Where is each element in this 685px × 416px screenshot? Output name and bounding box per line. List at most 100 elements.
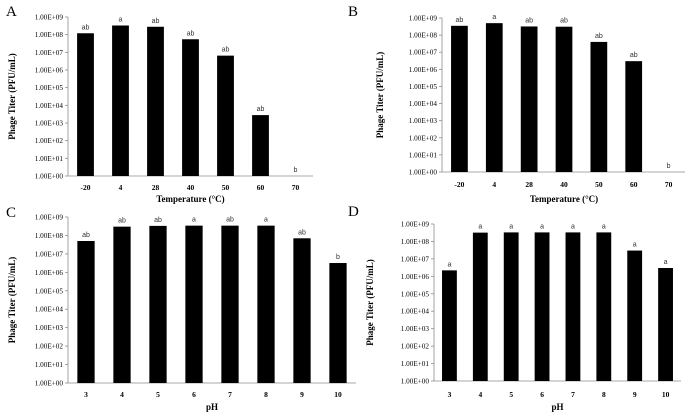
x-tick-label: 6 (192, 390, 196, 399)
bar (451, 25, 468, 173)
bar (627, 250, 643, 381)
bar (221, 225, 239, 383)
significance-label: ab (82, 24, 90, 31)
y-tick-label: 1.00E+02 (401, 343, 430, 351)
y-tick-label: 1.00E+06 (35, 67, 64, 75)
bar (590, 41, 608, 173)
y-tick-label: 1.00E+05 (35, 287, 64, 295)
significance-label: a (509, 223, 513, 230)
significance-label: ab (118, 218, 126, 225)
chart-panel-d: D 1.00E+00 1.00E+01 1.00E+02 1.00E+03 1.00E+0… (348, 204, 681, 412)
bar (520, 26, 538, 172)
bar (293, 238, 311, 383)
x-tick-label: 60 (630, 180, 638, 189)
x-tick-label: 6 (540, 390, 544, 399)
y-tick-label: 1.00E+07 (35, 250, 64, 258)
x-tick-label: 8 (264, 390, 268, 399)
significance-label: a (664, 259, 668, 266)
y-tick-label: 1.00E+01 (409, 151, 438, 159)
significance-label: a (264, 217, 268, 224)
bar (442, 270, 457, 381)
panel-letter: B (348, 4, 358, 20)
x-tick-label: 9 (300, 390, 304, 399)
y-tick-label: 1.00E+07 (35, 49, 64, 57)
x-tick-label: 7 (228, 390, 232, 399)
significance-label: a (540, 223, 544, 230)
significance-label: ab (525, 17, 533, 24)
x-tick-label: 5 (156, 390, 160, 399)
y-tick-label: 1.00E+01 (401, 360, 430, 368)
y-tick-label: 1.00E+07 (409, 49, 438, 57)
x-axis-title: Temperature (°C) (156, 194, 224, 204)
x-tick-label: 40 (187, 183, 195, 192)
bar (112, 25, 129, 176)
bar (77, 240, 95, 383)
significance-label: ab (222, 47, 230, 54)
y-tick-label: 1.00E+01 (35, 361, 64, 369)
chart-panel-a: A 1.00E+00 1.00E+01 1.00E+02 1.00E+03 1.00E+0… (6, 4, 313, 204)
significance-label: b (336, 254, 340, 261)
significance-label: a (478, 224, 482, 231)
bar (257, 225, 275, 383)
bar (217, 55, 234, 176)
significance-label: ab (560, 18, 568, 25)
y-tick-label: 1.00E+05 (409, 83, 438, 91)
significance-label: ab (298, 229, 306, 236)
x-tick-label: 4 (120, 390, 124, 399)
bar (472, 232, 488, 381)
y-tick-label: 1.00E+04 (409, 100, 438, 108)
x-tick-label: 3 (448, 390, 452, 399)
y-tick-label: 1.00E+09 (401, 221, 430, 229)
significance-label: a (492, 14, 496, 21)
y-axis-title: Phage Titer (PFU/mL) (375, 52, 385, 139)
y-axis-title: Phage Titer (PFU/mL) (7, 53, 17, 140)
bar (77, 33, 94, 177)
y-tick-label: 1.00E+08 (35, 232, 64, 240)
y-tick-label: 1.00E+04 (401, 308, 430, 316)
y-tick-label: 1.00E+00 (401, 378, 430, 386)
significance-label: a (633, 242, 637, 249)
bar (252, 115, 269, 176)
x-tick-label: 70 (665, 180, 673, 189)
x-tick-label: 10 (334, 390, 342, 399)
significance-label: ab (630, 52, 638, 59)
y-tick-label: 1.00E+00 (409, 169, 438, 177)
bar (625, 61, 643, 172)
x-tick-label: 4 (478, 390, 482, 399)
bar (182, 39, 199, 176)
bar (596, 232, 612, 381)
bar (113, 226, 131, 383)
y-tick-label: 1.00E+08 (35, 31, 64, 39)
bar (565, 232, 581, 381)
y-tick-label: 1.00E+02 (409, 134, 438, 142)
significance-label: ab (187, 30, 195, 37)
x-tick-label: 28 (525, 180, 533, 189)
bar (555, 26, 573, 172)
y-axis-title: Phage Titer (PFU/mL) (7, 257, 17, 344)
y-tick-label: 1.00E+09 (409, 15, 438, 23)
significance-label: ab (257, 106, 265, 113)
x-tick-label: 7 (571, 390, 575, 399)
y-axis-title: Phage Titer (PFU/mL) (365, 259, 375, 346)
y-tick-label: 1.00E+09 (35, 214, 64, 222)
y-tick-label: 1.00E+04 (35, 306, 64, 314)
y-tick-label: 1.00E+05 (401, 290, 430, 298)
y-tick-label: 1.00E+06 (401, 273, 430, 281)
significance-label: ab (456, 17, 464, 24)
panel-letter: C (6, 205, 16, 221)
chart-panel-b: B 1.00E+00 1.00E+01 1.00E+02 1.00E+03 1.00E+0… (348, 4, 685, 204)
y-tick-label: 1.00E+07 (401, 255, 430, 263)
x-tick-label: 10 (662, 390, 670, 399)
bar (147, 26, 164, 176)
significance-label: b (294, 167, 298, 174)
bar (534, 232, 550, 381)
significance-label: a (192, 217, 196, 224)
y-tick-label: 1.00E+02 (35, 343, 64, 351)
y-tick-label: 1.00E+03 (409, 117, 438, 125)
significance-label: b (667, 163, 671, 170)
x-tick-label: -20 (81, 183, 91, 192)
y-tick-label: 1.00E+08 (401, 238, 430, 246)
y-tick-label: 1.00E+01 (35, 155, 64, 163)
x-tick-label: 9 (633, 390, 637, 399)
